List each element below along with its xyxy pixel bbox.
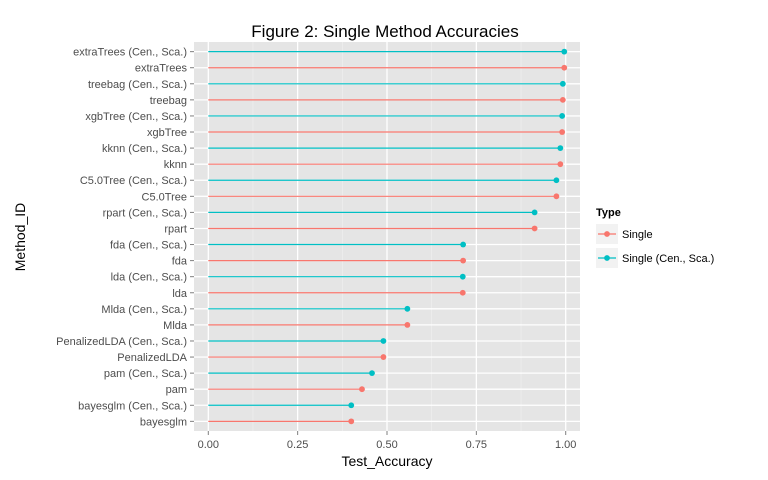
y-tick-label: lda (Cen., Sca.) [111, 272, 187, 284]
y-tick-label: C5.0Tree [142, 191, 187, 203]
lollipop-stems [208, 51, 565, 422]
x-tick-label: 1.00 [555, 439, 576, 451]
legend-label: Single (Cen., Sca.) [622, 253, 714, 265]
data-point [348, 418, 355, 425]
x-tick-label: 0.00 [198, 439, 219, 451]
data-point [369, 370, 375, 377]
data-point [359, 386, 365, 393]
lollipop-points [348, 48, 568, 425]
data-point [404, 322, 411, 328]
y-tick-label: xgbTree (Cen., Sca.) [85, 111, 187, 123]
data-point [380, 338, 387, 344]
legend-label: Single [622, 229, 653, 241]
data-point [557, 161, 564, 168]
y-tick-label: treebag [150, 95, 187, 107]
y-tick-label: Mlda (Cen., Sca.) [101, 304, 187, 316]
x-axis-ticks: 0.00 0.25 0.50 0.75 1.00 [198, 431, 576, 451]
x-tick-label: 0.25 [287, 439, 308, 451]
y-axis-ticks: extraTrees (Cen., Sca.) extraTrees treebag… [56, 47, 194, 428]
y-tick-label: fda [172, 256, 188, 268]
data-point [348, 402, 355, 409]
y-tick-label: PenalizedLDA (Cen., Sca.) [56, 336, 187, 348]
data-point [380, 354, 387, 360]
data-point [553, 177, 560, 184]
data-point [561, 64, 568, 71]
data-point [459, 273, 466, 280]
legend-items: Single Single (Cen., Sca.) [596, 224, 714, 268]
y-tick-label: pam [166, 384, 187, 396]
y-tick-label: bayesglm [140, 416, 187, 428]
data-point [459, 289, 466, 296]
chart-title: Figure 2: Single Method Accuracies [251, 22, 518, 41]
data-point [559, 80, 566, 87]
y-tick-label: rpart [164, 223, 187, 235]
data-point [404, 305, 411, 312]
y-tick-label: xgbTree [147, 127, 187, 139]
data-point [561, 48, 568, 55]
data-point [460, 241, 467, 248]
y-tick-label: C5.0Tree (Cen., Sca.) [80, 175, 187, 187]
y-tick-label: kknn (Cen., Sca.) [102, 143, 187, 155]
y-tick-label: treebag (Cen., Sca.) [88, 79, 187, 91]
data-point [559, 96, 566, 103]
x-axis-title: Test_Accuracy [341, 453, 432, 469]
y-tick-label: bayesglm (Cen., Sca.) [78, 400, 187, 412]
data-point [460, 257, 467, 264]
y-axis-title: Method_ID [12, 203, 28, 271]
data-point [559, 129, 566, 135]
data-point [559, 113, 566, 119]
y-tick-label: extraTrees [135, 63, 188, 75]
y-tick-label: Mlda [163, 320, 188, 332]
y-tick-label: rpart (Cen., Sca.) [103, 207, 187, 219]
y-tick-label: fda (Cen., Sca.) [110, 240, 187, 252]
y-tick-label: lda [172, 288, 188, 300]
legend-key-point [604, 231, 610, 237]
legend-key-point [604, 255, 610, 261]
legend-title: Type [596, 207, 621, 219]
data-point [531, 225, 538, 232]
y-tick-label: kknn [164, 159, 187, 171]
data-point [531, 209, 538, 216]
data-point [553, 193, 560, 200]
x-tick-label: 0.50 [376, 439, 397, 451]
y-tick-label: PenalizedLDA [117, 352, 187, 364]
data-point [557, 145, 564, 151]
x-tick-label: 0.75 [466, 439, 487, 451]
legend: Type Single Single (Cen., Sca.) [596, 207, 714, 268]
y-tick-label: pam (Cen., Sca.) [104, 368, 187, 380]
y-tick-label: extraTrees (Cen., Sca.) [73, 47, 187, 59]
